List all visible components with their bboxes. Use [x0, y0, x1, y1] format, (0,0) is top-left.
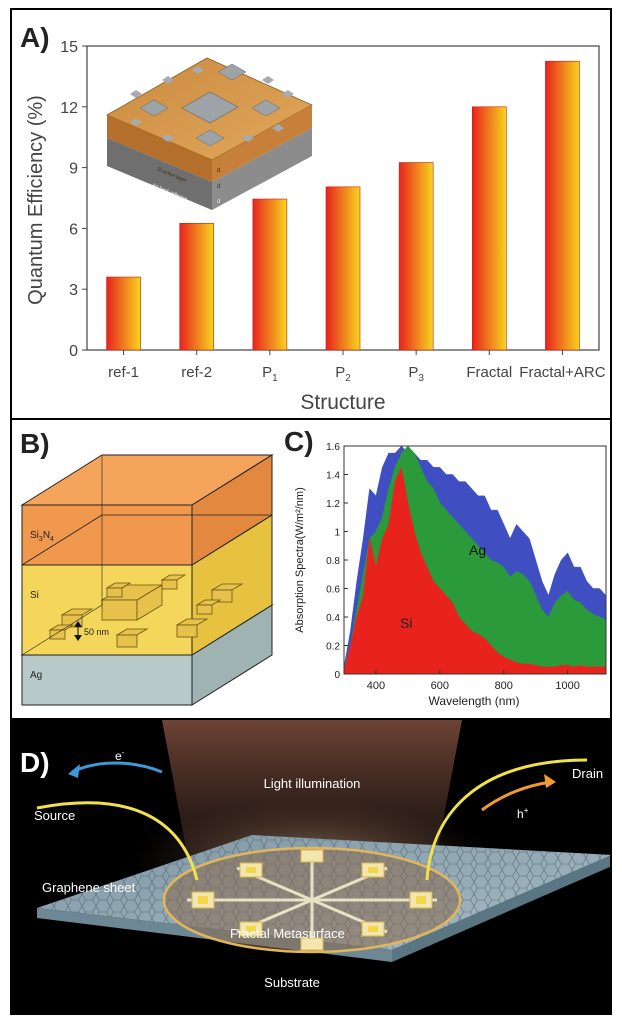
substrate-label: Substrate [264, 975, 320, 990]
x-tick-label: P2 [335, 364, 351, 384]
x-tick-label: Fractal+ARC [519, 364, 605, 381]
quantum-efficiency-bar-chart: 0 3 6 9 12 15 ref-1 ref-2 P1 P2 P3 Fractal Fractal+… [25, 39, 606, 414]
x-tick-label: ref-2 [181, 364, 212, 381]
light-illumination-label: Light illumination [264, 776, 361, 791]
bar-p3 [398, 162, 434, 351]
x-axis-label-c: Wavelength (nm) [429, 694, 520, 708]
bar-ref-2 [179, 223, 215, 351]
y-tick-label-c: 0.8 [326, 556, 340, 567]
x-tick-label-c: 600 [431, 680, 449, 692]
electron-label: e- [115, 748, 125, 763]
y-tick-label: 9 [69, 161, 78, 178]
y-tick-label-c: 0.4 [326, 613, 340, 624]
y-tick-label: 12 [60, 100, 78, 117]
x-tick-label: Fractal [466, 364, 512, 381]
x-tick-label: P1 [262, 364, 278, 384]
panel-b: B) [12, 420, 312, 720]
y-tick-label-c: 1.2 [326, 499, 340, 510]
y-axis-label-c: Absorption Spectra(W/m²/nm) [294, 487, 306, 632]
bar-fractal [471, 106, 507, 351]
figure-frame: A) 0 3 6 9 12 15 ref-1 ref-2 P1 P2 P3 Fractal Fract… [10, 8, 612, 1015]
graphene-sheet-label: Graphene sheet [42, 880, 136, 895]
panel-c: C) 0 0.2 0.4 0.6 0.8 1 1.2 1.4 1.6 400 600 800 1000… [274, 420, 610, 720]
panel-a: A) 0 3 6 9 12 15 ref-1 ref-2 P1 P2 P3 Fractal Fract… [12, 10, 610, 420]
dimension-label: 50 nm [84, 627, 109, 637]
divider-bd [12, 718, 610, 720]
x-axis-label-a: Structure [300, 391, 385, 414]
y-tick-label: 0 [69, 343, 78, 360]
bar-p1 [252, 198, 288, 351]
layer-label-si: Si [30, 590, 39, 601]
layer-label-ag: Ag [30, 670, 42, 681]
y-tick-label: 15 [60, 39, 78, 56]
layer-stack-diagram: 50 nm Si3N4 Si Ag [20, 454, 274, 706]
y-tick-label-c: 1.4 [326, 471, 340, 482]
source-label: Source [34, 808, 75, 823]
x-tick-label-c: 400 [367, 680, 385, 692]
area-series-si [343, 466, 607, 675]
layer-label-si3n4: Si3N4 [30, 530, 54, 543]
fractal-metasurface-label: Fractal Metasurface [230, 926, 345, 941]
inset-label-d-3: d [217, 199, 220, 205]
y-tick-label: 6 [69, 221, 78, 238]
panel-c-label: C) [284, 426, 314, 457]
bar-p2 [325, 186, 361, 351]
inset-label-d-1: d [217, 168, 220, 174]
graphene-photodetector-illustration: D) Light illumination Source Drain e- h+… [12, 720, 610, 1013]
panel-d: D) Light illumination Source Drain e- h+… [12, 720, 610, 1013]
inset-label-d-2: d [217, 184, 220, 190]
x-tick-label: ref-1 [108, 364, 139, 381]
bar-ref-1 [106, 276, 141, 351]
divider-ab [12, 418, 610, 420]
y-tick-label-c: 0 [334, 670, 340, 681]
x-tick-label: P3 [408, 364, 424, 384]
y-tick-label-c: 1 [334, 528, 340, 539]
drain-label: Drain [572, 766, 603, 781]
panel-b-label: B) [20, 428, 50, 459]
inset-fractal-device-illustration: Si active layer Ag back reflector d d d [106, 57, 313, 210]
annotation-si: Si [400, 615, 412, 631]
hole-label: h+ [517, 806, 529, 821]
x-tick-label-c: 800 [495, 680, 513, 692]
bar-fractal-arc [545, 60, 580, 351]
y-tick-label-c: 0.2 [326, 642, 340, 653]
y-tick-label-c: 1.6 [326, 442, 340, 453]
y-tick-label-c: 0.6 [326, 585, 340, 596]
absorption-spectra-chart: 0 0.2 0.4 0.6 0.8 1 1.2 1.4 1.6 400 600 800 1000 Wa… [294, 442, 607, 708]
y-axis-label-a: Quantum Efficiency (%) [25, 95, 47, 305]
panel-a-label: A) [20, 22, 50, 53]
x-tick-label-c: 1000 [555, 680, 579, 692]
annotation-ag: Ag [469, 542, 486, 558]
panel-d-label: D) [20, 747, 50, 778]
y-tick-label: 3 [69, 282, 78, 299]
